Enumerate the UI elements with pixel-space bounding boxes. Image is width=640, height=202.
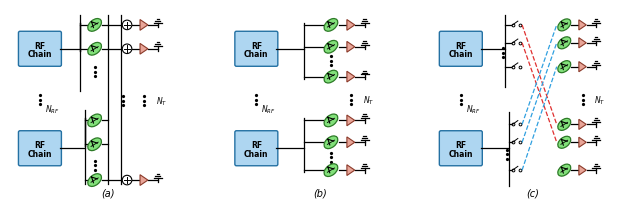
- Text: RF: RF: [35, 140, 45, 149]
- Ellipse shape: [324, 71, 338, 84]
- Ellipse shape: [558, 137, 571, 148]
- Ellipse shape: [558, 61, 571, 73]
- Polygon shape: [579, 120, 586, 130]
- Text: $N_{RF}$: $N_{RF}$: [45, 103, 60, 115]
- Ellipse shape: [324, 164, 338, 177]
- Polygon shape: [140, 44, 148, 55]
- Text: Chain: Chain: [28, 149, 52, 158]
- Polygon shape: [347, 20, 355, 31]
- Ellipse shape: [88, 19, 102, 32]
- Text: (c): (c): [526, 188, 539, 198]
- Ellipse shape: [558, 119, 571, 131]
- Text: RF: RF: [455, 140, 467, 149]
- Text: $N_T$: $N_T$: [363, 94, 374, 106]
- FancyBboxPatch shape: [19, 32, 61, 67]
- Ellipse shape: [558, 38, 571, 49]
- Circle shape: [122, 45, 132, 54]
- Ellipse shape: [88, 174, 102, 186]
- Polygon shape: [347, 116, 355, 126]
- Ellipse shape: [88, 115, 102, 127]
- Polygon shape: [347, 137, 355, 148]
- Text: RF: RF: [35, 41, 45, 50]
- Ellipse shape: [324, 136, 338, 149]
- FancyBboxPatch shape: [439, 131, 483, 166]
- Polygon shape: [140, 20, 148, 31]
- Ellipse shape: [558, 20, 571, 32]
- Text: RF: RF: [251, 41, 262, 50]
- Text: $N_{RF}$: $N_{RF}$: [261, 103, 276, 115]
- Polygon shape: [347, 42, 355, 53]
- Ellipse shape: [324, 41, 338, 54]
- Ellipse shape: [558, 164, 571, 176]
- Text: Chain: Chain: [449, 149, 473, 158]
- FancyBboxPatch shape: [235, 32, 278, 67]
- Polygon shape: [579, 21, 586, 31]
- Text: Chain: Chain: [244, 149, 269, 158]
- Polygon shape: [579, 39, 586, 49]
- Text: $N_T$: $N_T$: [594, 94, 605, 106]
- FancyBboxPatch shape: [235, 131, 278, 166]
- Polygon shape: [579, 165, 586, 175]
- Text: (b): (b): [313, 188, 327, 198]
- Polygon shape: [140, 175, 148, 185]
- Text: Chain: Chain: [28, 50, 52, 59]
- Text: RF: RF: [251, 140, 262, 149]
- Text: (a): (a): [101, 188, 115, 198]
- Polygon shape: [347, 165, 355, 176]
- Ellipse shape: [88, 138, 102, 151]
- Text: RF: RF: [455, 41, 467, 50]
- Text: Chain: Chain: [244, 50, 269, 59]
- FancyBboxPatch shape: [19, 131, 61, 166]
- Text: Chain: Chain: [449, 50, 473, 59]
- Polygon shape: [579, 62, 586, 72]
- Polygon shape: [347, 72, 355, 83]
- Ellipse shape: [324, 19, 338, 32]
- Text: $N_T$: $N_T$: [156, 95, 167, 107]
- Circle shape: [122, 21, 132, 31]
- Ellipse shape: [88, 43, 102, 56]
- Text: $N_{RF}$: $N_{RF}$: [466, 103, 481, 115]
- Polygon shape: [579, 138, 586, 148]
- FancyBboxPatch shape: [439, 32, 483, 67]
- Circle shape: [122, 175, 132, 185]
- Ellipse shape: [324, 115, 338, 127]
